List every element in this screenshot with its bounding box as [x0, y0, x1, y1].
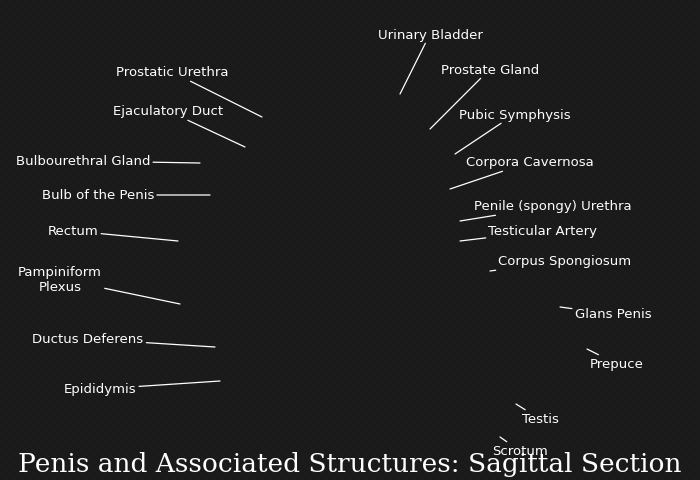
Text: Pubic Symphysis: Pubic Symphysis	[455, 108, 570, 155]
Text: Penis and Associated Structures: Sagittal Section: Penis and Associated Structures: Sagitta…	[18, 452, 682, 477]
Text: Pampiniform
Plexus: Pampiniform Plexus	[18, 265, 180, 304]
Text: Prostatic Urethra: Prostatic Urethra	[116, 66, 262, 118]
Text: Bulbourethral Gland: Bulbourethral Gland	[15, 155, 200, 168]
Text: Prepuce: Prepuce	[587, 349, 644, 371]
Text: Prostate Gland: Prostate Gland	[430, 63, 539, 130]
Text: Ejaculatory Duct: Ejaculatory Duct	[113, 105, 245, 148]
Text: Urinary Bladder: Urinary Bladder	[377, 28, 482, 95]
Text: Rectum: Rectum	[48, 225, 178, 241]
Text: Corpora Cavernosa: Corpora Cavernosa	[450, 156, 594, 190]
Text: Ductus Deferens: Ductus Deferens	[32, 333, 215, 347]
Text: Scrotum: Scrotum	[492, 437, 548, 457]
Text: Bulb of the Penis: Bulb of the Penis	[42, 189, 210, 202]
Text: Glans Penis: Glans Penis	[560, 307, 651, 321]
Text: Penile (spongy) Urethra: Penile (spongy) Urethra	[460, 200, 632, 222]
Text: Testicular Artery: Testicular Artery	[460, 225, 598, 241]
Text: Corpus Spongiosum: Corpus Spongiosum	[490, 255, 631, 271]
Text: Testis: Testis	[516, 404, 559, 426]
Text: Epididymis: Epididymis	[64, 381, 220, 396]
